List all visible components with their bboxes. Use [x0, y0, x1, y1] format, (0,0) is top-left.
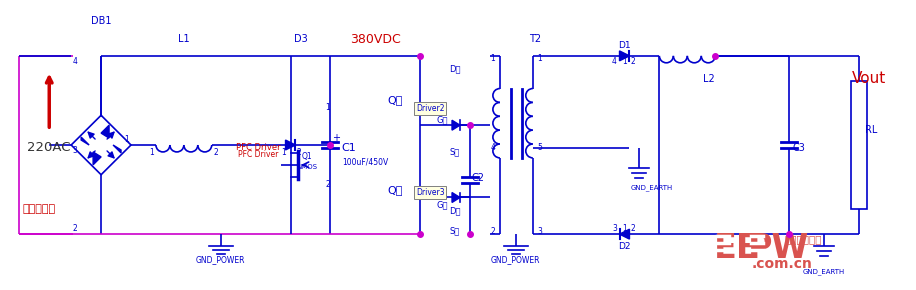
Text: 1: 1: [149, 148, 154, 157]
Text: 2: 2: [213, 148, 218, 157]
Text: T2: T2: [529, 34, 540, 44]
Text: L2: L2: [703, 74, 715, 84]
Text: 1: 1: [491, 54, 496, 63]
Text: PW: PW: [748, 232, 810, 265]
Text: Driver3: Driver3: [416, 188, 444, 197]
Text: RL: RL: [865, 125, 877, 135]
Text: 电子产品世界: 电子产品世界: [784, 234, 822, 244]
Text: GND_POWER: GND_POWER: [491, 255, 540, 264]
Text: GND_POWER: GND_POWER: [196, 255, 245, 264]
Text: 1: 1: [125, 135, 129, 144]
Text: EE: EE: [714, 232, 760, 265]
Text: Driver2: Driver2: [416, 104, 444, 113]
Text: S下: S下: [450, 227, 460, 236]
Text: D3: D3: [294, 34, 308, 44]
Text: 380VDC: 380VDC: [350, 32, 400, 46]
Text: PFC Driver: PFC Driver: [236, 144, 281, 153]
Text: C3: C3: [792, 143, 805, 153]
Text: 2: 2: [630, 57, 635, 66]
Text: Q1: Q1: [301, 152, 311, 162]
Polygon shape: [93, 152, 101, 165]
Text: C2: C2: [472, 173, 485, 183]
Text: GND_EARTH: GND_EARTH: [630, 184, 672, 191]
Polygon shape: [286, 140, 296, 150]
Text: NMOS: NMOS: [296, 164, 317, 170]
Text: G下: G下: [436, 200, 448, 209]
Text: 1: 1: [622, 57, 627, 66]
Text: 4: 4: [612, 57, 617, 66]
Text: .com.cn: .com.cn: [752, 257, 813, 271]
Text: 2: 2: [630, 224, 635, 233]
Text: D1: D1: [618, 41, 631, 50]
Text: Q下: Q下: [387, 184, 403, 195]
Text: 4: 4: [490, 144, 496, 153]
Polygon shape: [113, 145, 121, 153]
Text: 2: 2: [72, 224, 78, 233]
Text: D下: D下: [449, 207, 461, 216]
Text: 1: 1: [281, 148, 286, 157]
Text: 100uF/450V: 100uF/450V: [343, 157, 388, 166]
Polygon shape: [452, 193, 460, 202]
Text: 1: 1: [538, 54, 542, 63]
Text: L1: L1: [178, 34, 190, 44]
Text: 3: 3: [538, 227, 542, 236]
Text: 2: 2: [296, 148, 300, 157]
Polygon shape: [619, 229, 629, 239]
Text: GND_EARTH: GND_EARTH: [802, 269, 845, 275]
Text: 3: 3: [72, 146, 78, 155]
Text: 2: 2: [491, 227, 496, 236]
Text: PFC Driver: PFC Driver: [238, 151, 278, 160]
Polygon shape: [101, 125, 109, 138]
Text: 2: 2: [325, 180, 330, 189]
Text: D上: D上: [449, 64, 461, 73]
Text: 1: 1: [622, 224, 627, 233]
Text: C1: C1: [341, 143, 355, 153]
Text: G上: G上: [436, 116, 448, 125]
Text: DB1: DB1: [91, 16, 112, 26]
Text: Q上: Q上: [387, 95, 403, 106]
Text: 1: 1: [325, 103, 330, 112]
Polygon shape: [82, 137, 89, 145]
Text: D2: D2: [618, 242, 631, 251]
Text: +: +: [333, 133, 341, 143]
Text: Vout: Vout: [852, 71, 886, 86]
Bar: [851, 81, 867, 209]
Polygon shape: [452, 120, 460, 130]
Text: 220AC: 220AC: [27, 142, 71, 155]
Text: 5: 5: [538, 144, 542, 153]
Text: 输入端分析: 输入端分析: [23, 204, 56, 214]
Text: 3: 3: [612, 224, 617, 233]
Polygon shape: [619, 51, 629, 61]
Text: 4: 4: [72, 57, 78, 66]
Text: S上: S上: [450, 147, 460, 156]
